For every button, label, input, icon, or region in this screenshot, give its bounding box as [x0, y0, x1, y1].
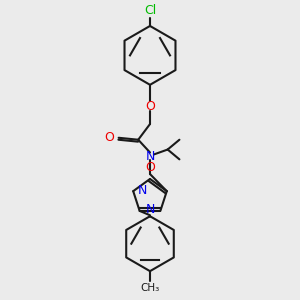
Text: O: O: [104, 131, 114, 144]
Text: O: O: [145, 100, 155, 113]
Text: N: N: [138, 184, 148, 197]
Text: Cl: Cl: [144, 4, 156, 17]
Text: N: N: [146, 203, 155, 216]
Text: CH₃: CH₃: [140, 283, 160, 293]
Text: N: N: [145, 150, 155, 163]
Text: O: O: [145, 161, 155, 174]
